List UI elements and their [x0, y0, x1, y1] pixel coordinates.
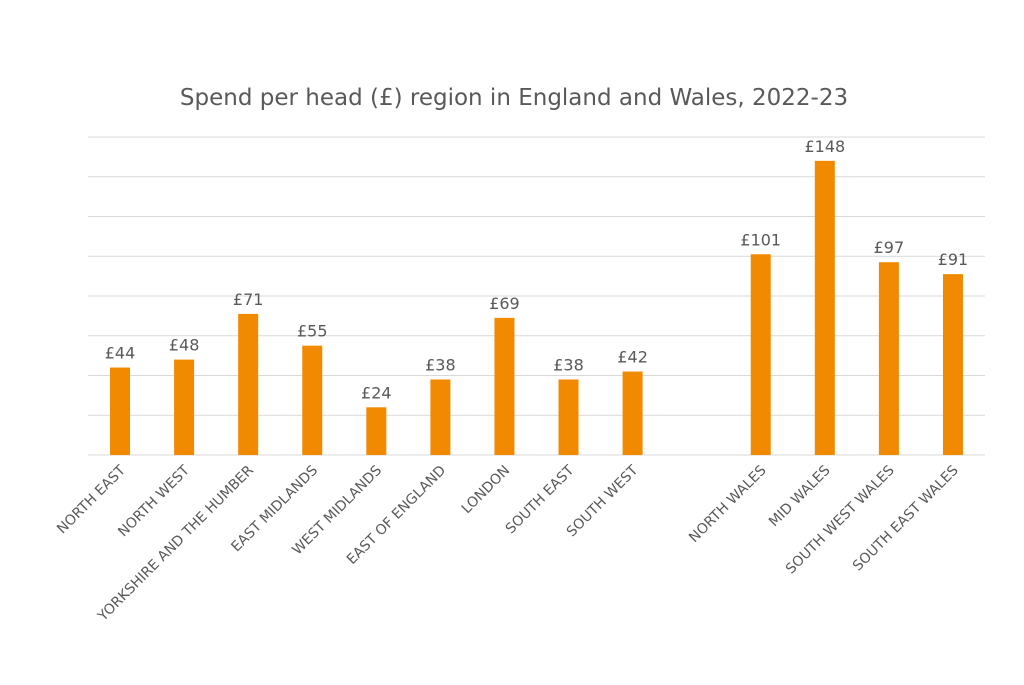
data-labels: £44 £48 £71 £55 £24 £38 £69 £38 £42 £101 £148 £97 £9… [105, 137, 968, 402]
bar-south-east-wales [942, 274, 963, 455]
chart-title: Spend per head (£) region in England and… [180, 85, 848, 111]
data-label: £42 [617, 348, 648, 367]
data-label: £69 [489, 294, 520, 313]
bar-south-west [622, 371, 643, 455]
data-label: £101 [740, 230, 781, 249]
bars [110, 160, 963, 455]
bar-east-midlands [302, 345, 323, 455]
bar-south-west-wales [878, 262, 899, 455]
data-label: £48 [169, 336, 200, 355]
data-label: £38 [425, 355, 456, 374]
data-label: £44 [105, 344, 136, 363]
data-label: £91 [938, 250, 969, 269]
bar-london [494, 317, 515, 455]
data-label: £148 [804, 137, 845, 156]
bar-mid-wales [814, 160, 835, 455]
bar-north-wales [750, 254, 771, 455]
data-label: £38 [553, 355, 584, 374]
bar-west-midlands [366, 407, 387, 455]
data-label: £97 [874, 238, 905, 257]
tick-label: MID WALES [766, 462, 834, 530]
data-label: £71 [233, 290, 264, 309]
tick-label: SOUTH EAST WALES [850, 462, 962, 574]
data-label: £24 [361, 383, 392, 402]
bar-yorkshire-and-the-humber [238, 313, 259, 455]
bar-south-east [558, 379, 579, 455]
tick-label: NORTH WALES [686, 462, 769, 545]
bar-north-west [174, 359, 195, 455]
bar-north-east [110, 367, 131, 455]
tick-label: LONDON [459, 463, 514, 518]
data-label: £55 [297, 322, 328, 341]
gridlines [88, 136, 985, 456]
tick-label: SOUTH WEST WALES [783, 462, 898, 577]
bar-east-of-england [430, 379, 451, 455]
